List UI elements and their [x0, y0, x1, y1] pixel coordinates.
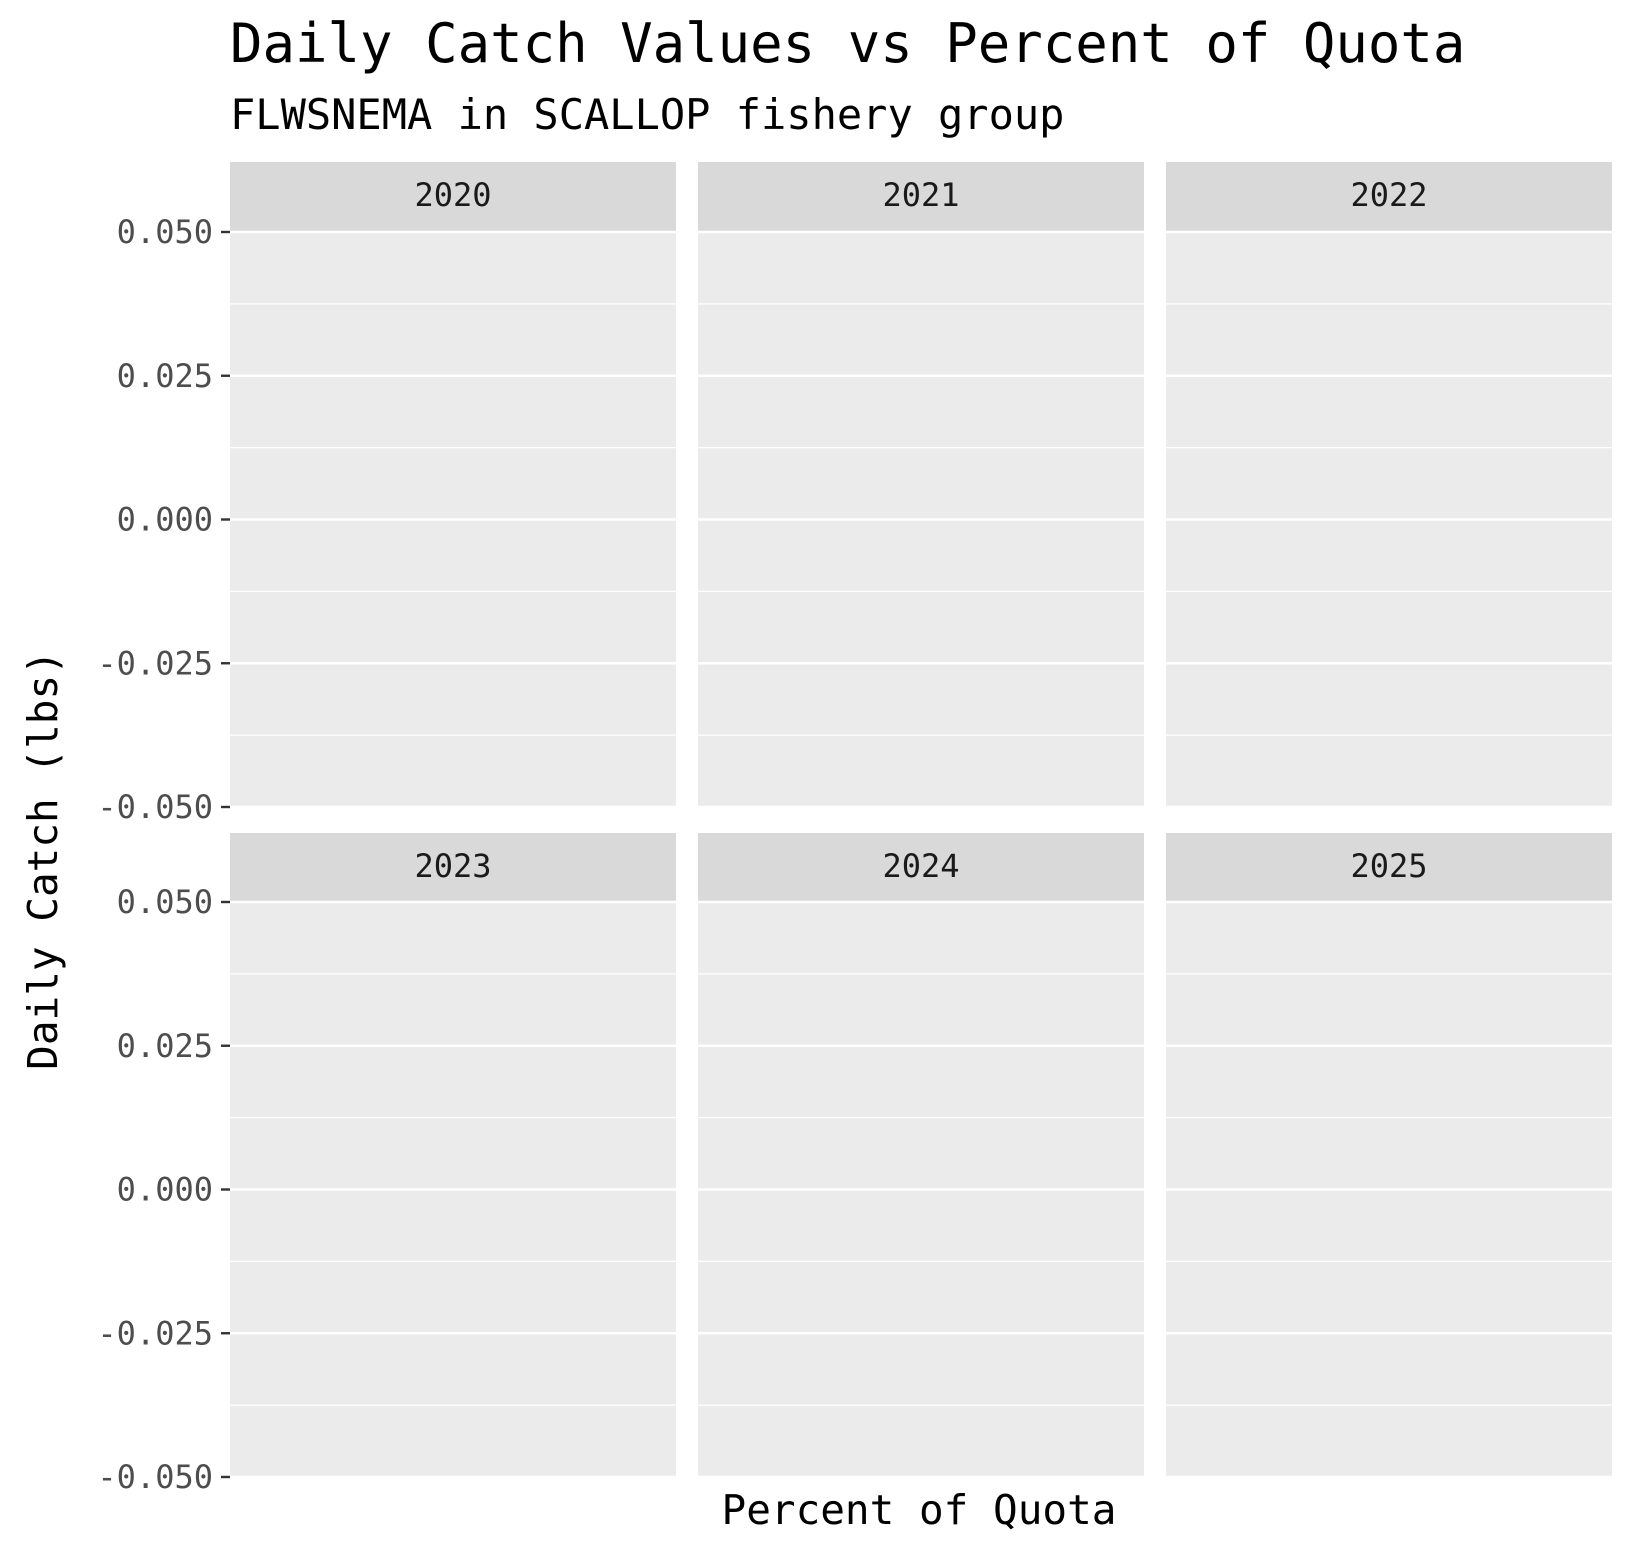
- facet-strip: [230, 162, 676, 232]
- chart-subtitle: FLWSNEMA in SCALLOP fishery group: [230, 90, 1064, 139]
- facet-panel-2020: 2020: [230, 162, 676, 809]
- x-axis-title: Percent of Quota: [722, 1486, 1117, 1534]
- facet-strip-label: 2025: [1350, 847, 1427, 885]
- y-tick-label: -0.050: [97, 788, 213, 826]
- y-tick-label: -0.025: [97, 1314, 213, 1352]
- y-tick-label: -0.025: [97, 644, 213, 682]
- facet-strip-label: 2023: [414, 847, 491, 885]
- y-tick-label: 0.025: [117, 1027, 213, 1065]
- y-axis-title: Daily Catch (lbs): [19, 650, 67, 1070]
- facet-strip-label: 2020: [414, 176, 491, 214]
- facet-strip-label: 2022: [1350, 176, 1427, 214]
- facet-panels: 2020 2021 2022 2023 2024 2025: [230, 162, 1612, 1479]
- facet-strip: [698, 162, 1144, 232]
- y-axis-row-2: 0.050 0.025 0.000 -0.025 -0.050: [97, 883, 230, 1496]
- y-tick-label: 0.000: [117, 501, 213, 539]
- facet-panel-2023: 2023: [230, 833, 676, 1479]
- y-axes: 0.0500.0250.000-0.025-0.0500.0500.0250.0…: [97, 213, 230, 1496]
- facet-strip: [698, 833, 1144, 902]
- y-tick-label: 0.025: [117, 357, 213, 395]
- facet-strip-label: 2024: [882, 847, 959, 885]
- facet-strip: [230, 833, 676, 902]
- facet-strip: [1166, 162, 1612, 232]
- y-tick-label: 0.050: [117, 213, 213, 251]
- facet-panel-2025: 2025: [1166, 833, 1612, 1479]
- y-tick-label: -0.050: [97, 1458, 213, 1496]
- facet-strip-label: 2021: [882, 176, 959, 214]
- facet-strip: [1166, 833, 1612, 902]
- facet-panel-2024: 2024: [698, 833, 1144, 1479]
- chart-title: Daily Catch Values vs Percent of Quota: [230, 12, 1465, 75]
- y-tick-label: 0.050: [117, 883, 213, 921]
- y-tick-label: 0.000: [117, 1171, 213, 1209]
- facet-panel-2022: 2022: [1166, 162, 1612, 809]
- facet-panel-2021: 2021: [698, 162, 1144, 809]
- y-axis-row-1: 0.050 0.025 0.000 -0.025 -0.050: [97, 213, 230, 826]
